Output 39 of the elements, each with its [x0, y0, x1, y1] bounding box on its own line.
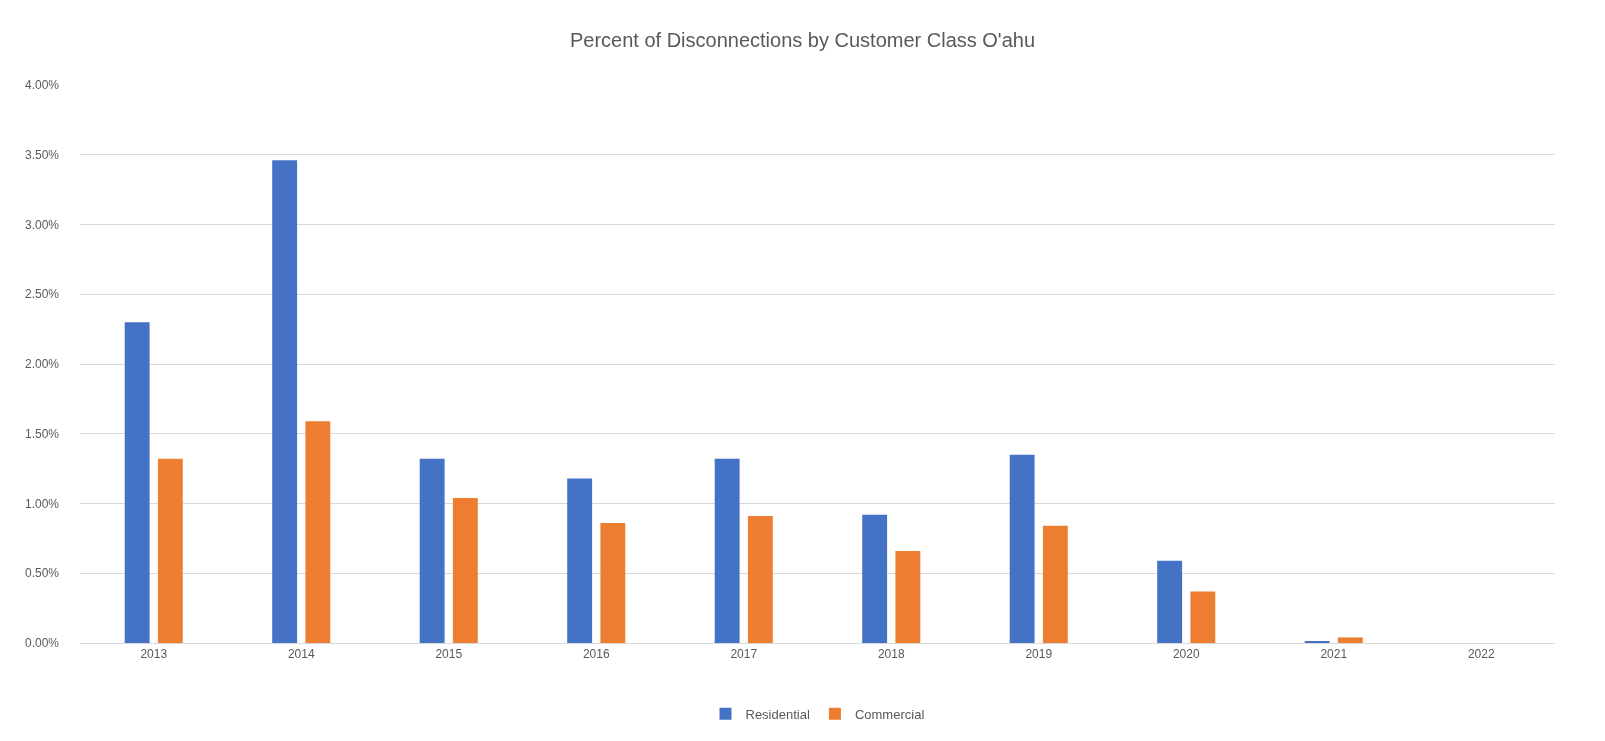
bar — [272, 160, 298, 643]
x-tick-label: 2018 — [877, 647, 905, 662]
y-tick-label: 4.00% — [24, 78, 60, 93]
bar — [1337, 637, 1363, 643]
bar — [747, 516, 773, 643]
x-tick-label: 2013 — [140, 647, 168, 662]
y-tick-label: 2.00% — [24, 357, 60, 372]
y-tick-label: 0.50% — [24, 566, 60, 581]
x-tick-label: 2015 — [435, 647, 463, 662]
legend-label: Residential — [745, 706, 810, 722]
bar — [157, 458, 183, 643]
bar — [1009, 454, 1035, 643]
x-tick-label: 2014 — [287, 647, 315, 662]
chart-title: Percent of Disconnections by Customer Class O'ahu — [569, 29, 1036, 52]
bar — [1042, 525, 1068, 643]
bar — [305, 421, 331, 643]
x-tick-label: 2019 — [1025, 647, 1053, 662]
bar — [452, 497, 478, 643]
bar — [567, 478, 593, 643]
legend-label: Commercial — [854, 706, 925, 722]
bar — [124, 322, 150, 643]
y-tick-label: 1.50% — [24, 426, 60, 441]
bar — [714, 458, 740, 643]
bar — [600, 523, 626, 643]
bar — [1157, 560, 1183, 643]
y-tick-label: 0.00% — [24, 636, 60, 651]
x-tick-label: 2016 — [582, 647, 610, 662]
y-tick-label: 2.50% — [24, 287, 60, 302]
bar — [1190, 591, 1216, 643]
y-tick-label: 3.50% — [24, 147, 60, 162]
y-tick-label: 1.00% — [24, 496, 60, 511]
x-tick-label: 2022 — [1467, 647, 1495, 662]
y-tick-label: 3.00% — [24, 217, 60, 232]
bar — [895, 550, 921, 643]
bar — [419, 458, 445, 643]
bar — [862, 514, 888, 643]
x-tick-label: 2020 — [1172, 647, 1200, 662]
x-tick-label: 2017 — [730, 647, 758, 662]
x-tick-label: 2021 — [1320, 647, 1348, 662]
